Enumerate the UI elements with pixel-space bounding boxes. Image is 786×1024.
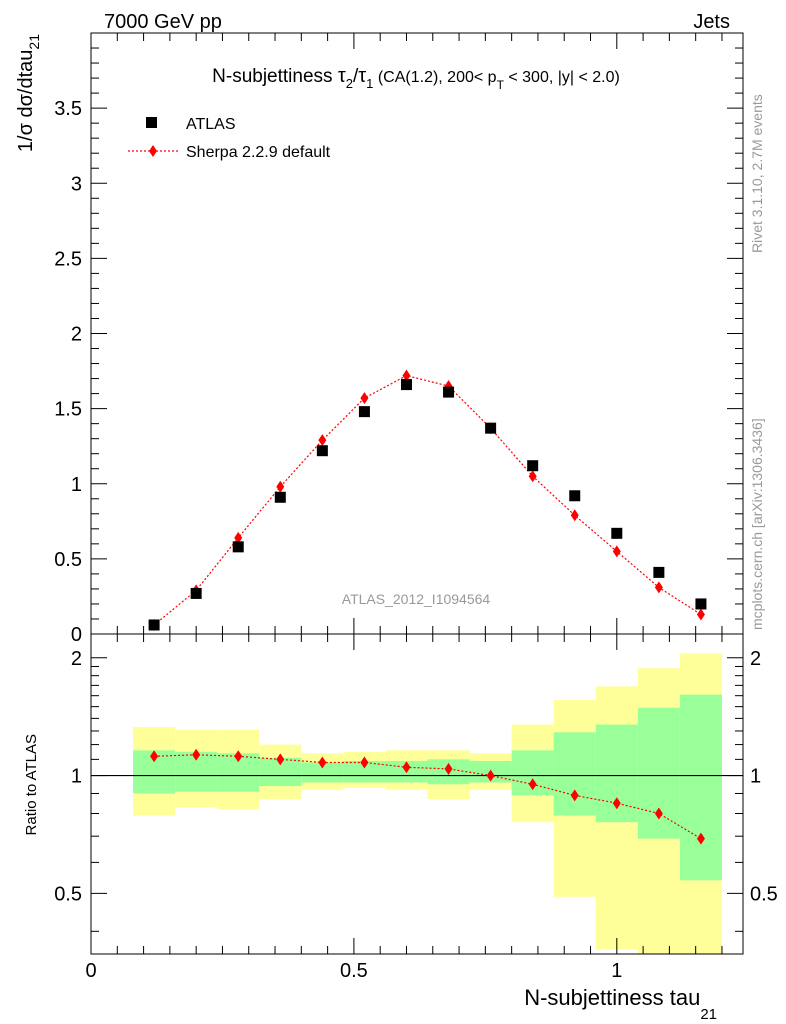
legend-atlas-label: ATLAS <box>186 116 236 133</box>
main-sherpa-line <box>153 374 702 626</box>
band-inner-bin <box>679 694 722 881</box>
ratio-sherpa-point <box>360 756 369 769</box>
ratio-sherpa-series <box>150 748 705 845</box>
main-atlas-point <box>148 619 160 631</box>
axis-ticks <box>90 32 743 954</box>
ratio-sherpa-point <box>444 762 453 775</box>
ratio-sherpa-point <box>528 778 537 791</box>
main-atlas-point <box>695 598 707 610</box>
main-atlas-point <box>400 379 412 391</box>
ratio-y-tick-label-left: 1 <box>71 766 82 788</box>
main-ylabel: 1/σ dσ/dtau21 <box>15 34 42 152</box>
main-sherpa-point <box>528 470 537 483</box>
ratio-sherpa-point <box>570 789 579 802</box>
main-sherpa-point <box>276 480 285 493</box>
legend-sherpa-marker <box>149 145 157 157</box>
main-sherpa-point <box>402 369 411 382</box>
mcplots-info: mcplots.cern.ch [arXiv:1306.3436] <box>749 418 765 630</box>
main-atlas-point <box>316 445 328 457</box>
main-sherpa-point <box>234 531 243 544</box>
main-y-tick-label: 1.5 <box>54 399 82 421</box>
main-sherpa-point <box>654 581 663 594</box>
ratio-y-tick-label-left: 2 <box>71 648 82 670</box>
main-atlas-series <box>148 379 707 631</box>
main-atlas-point <box>611 527 623 539</box>
main-y-tick-label: 3.5 <box>54 98 82 120</box>
ratio-sherpa-point <box>150 750 159 763</box>
main-sherpa-point <box>696 608 705 621</box>
band-inner-bin <box>553 732 596 816</box>
rivet-info: Rivet 3.1.10, 2.7M events <box>749 94 765 253</box>
main-atlas-point <box>653 566 665 578</box>
main-sherpa-series <box>150 369 705 631</box>
ratio-sherpa-point <box>402 761 411 774</box>
main-atlas-point <box>485 422 497 434</box>
legend: ATLAS Sherpa 2.2.9 default <box>128 116 331 161</box>
ratio-sherpa-point <box>234 750 243 763</box>
ratio-y-tick-label-right: 0.5 <box>750 883 778 905</box>
main-atlas-point <box>527 460 539 472</box>
ratio-sherpa-point <box>486 769 495 782</box>
main-y-tick-label: 3 <box>71 173 82 195</box>
ratio-ylabel: Ratio to ATLAS <box>23 734 40 835</box>
axis-tick-labels: 0 0.5 1 0 0.5 1 1.5 2 2.5 3 3.5 0.5 0.5 1 1 2 2 <box>54 98 778 982</box>
main-atlas-point <box>274 491 286 503</box>
chart-title: N-subjettiness τ2/τ1 (CA(1.2), 200< pT <… <box>212 65 620 92</box>
ratio-y-tick-label-left: 0.5 <box>54 883 82 905</box>
ratio-sherpa-point <box>654 807 663 820</box>
main-y-tick-label: 2.5 <box>54 248 82 270</box>
xlabel: N-subjettiness tau21 <box>524 985 717 1023</box>
main-atlas-point <box>232 541 244 553</box>
main-sherpa-point <box>570 509 579 522</box>
ratio-sherpa-point <box>192 748 201 761</box>
main-atlas-point <box>358 406 370 418</box>
legend-atlas-marker <box>146 117 157 128</box>
ratio-y-tick-label-right: 1 <box>750 766 761 788</box>
x-tick-label: 0.5 <box>340 960 368 982</box>
band-inner-bin <box>301 762 344 783</box>
main-sherpa-point <box>318 434 327 447</box>
ratio-sherpa-point <box>318 756 327 769</box>
ratio-panel-frame <box>90 633 744 955</box>
main-y-tick-label: 2 <box>71 324 82 346</box>
main-sherpa-point <box>360 392 369 405</box>
header-right-label: Jets <box>693 11 730 33</box>
header-left-label: 7000 GeV pp <box>104 11 222 33</box>
ratio-sherpa-line <box>154 754 702 840</box>
x-tick-label: 1 <box>611 960 622 982</box>
band-inner-bin <box>343 760 386 783</box>
ratio-uncertainty-bands <box>133 653 722 954</box>
main-atlas-point <box>190 587 202 599</box>
main-y-tick-label: 1 <box>71 474 82 496</box>
ratio-sherpa-point <box>696 832 705 845</box>
analysis-watermark: ATLAS_2012_I1094564 <box>342 591 491 607</box>
main-y-tick-label: 0 <box>71 624 82 646</box>
ratio-sherpa-point <box>276 753 285 766</box>
ratio-sherpa-point <box>612 797 621 810</box>
ratio-y-tick-label-right: 2 <box>750 648 761 670</box>
x-tick-label: 0 <box>85 960 96 982</box>
legend-sherpa-label: Sherpa 2.2.9 default <box>186 144 331 161</box>
main-sherpa-point <box>612 545 621 558</box>
main-atlas-point <box>569 490 581 502</box>
main-atlas-point <box>443 386 455 398</box>
main-y-tick-label: 0.5 <box>54 549 82 571</box>
